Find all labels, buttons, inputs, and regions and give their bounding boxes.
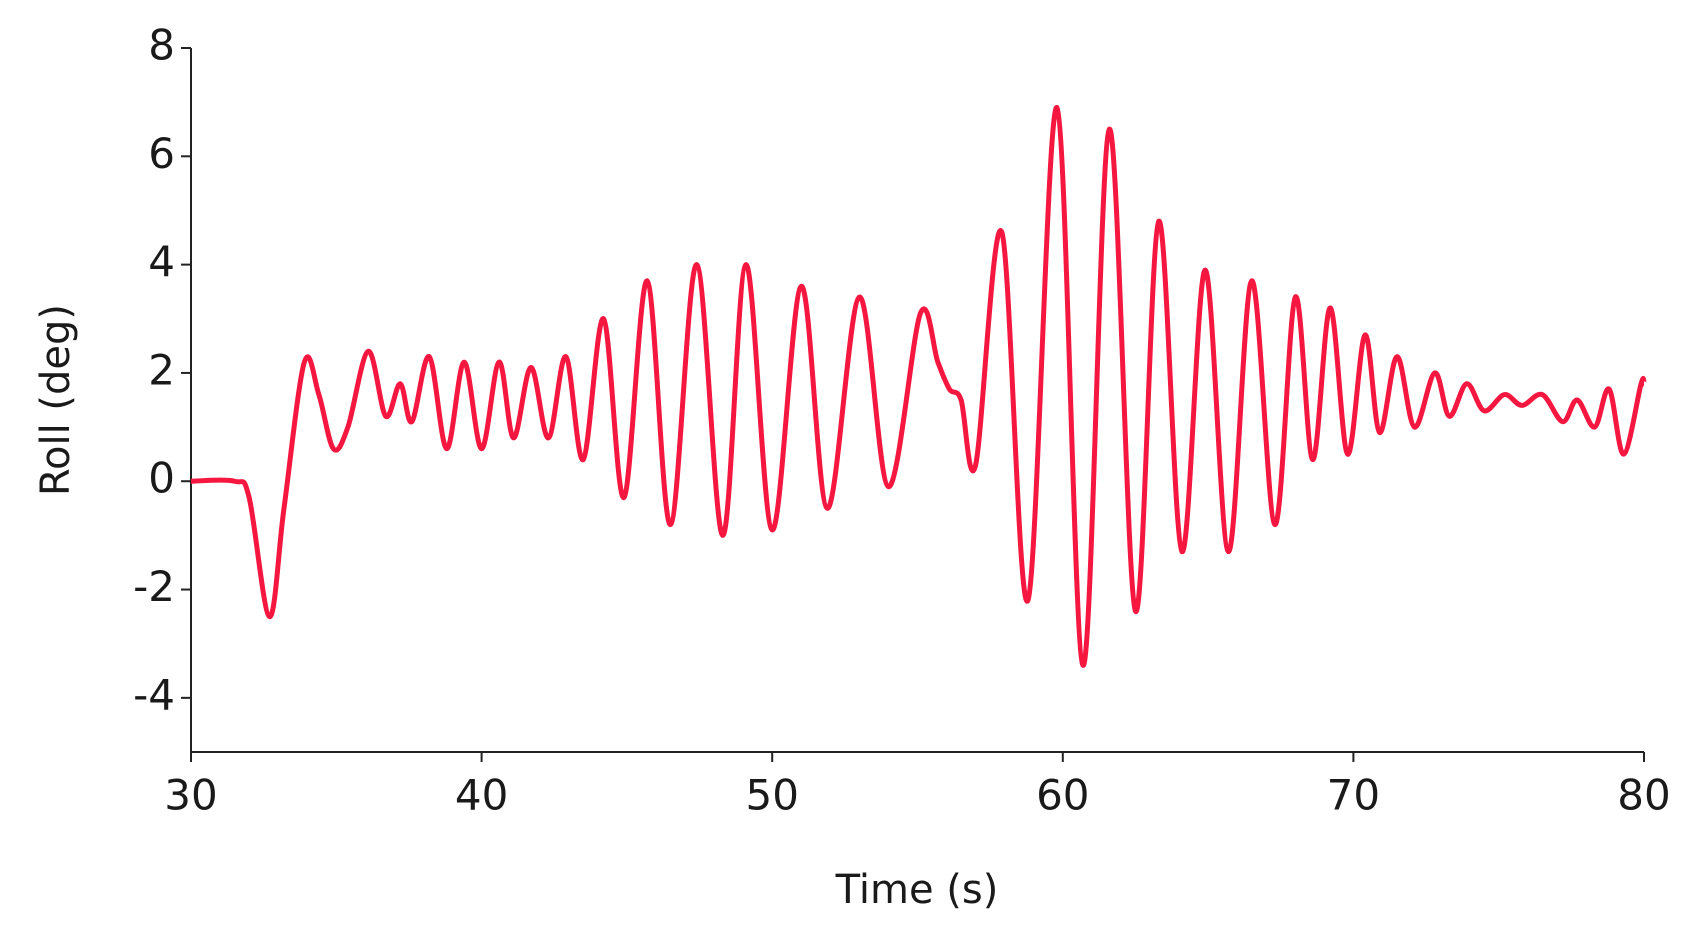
x-tick-label: 60 bbox=[1036, 771, 1089, 820]
y-tick-label: 2 bbox=[148, 345, 175, 394]
y-axis-title: Roll (deg) bbox=[33, 304, 79, 496]
roll-line bbox=[190, 105, 1647, 668]
y-tick-label: 8 bbox=[148, 21, 175, 70]
x-tick-label: 70 bbox=[1327, 771, 1380, 820]
y-tick-label: -2 bbox=[133, 562, 175, 611]
y-tick-label: 4 bbox=[148, 237, 175, 286]
x-tick-label: 80 bbox=[1617, 771, 1670, 820]
y-tick-label: 6 bbox=[148, 129, 175, 178]
x-tick-label: 40 bbox=[455, 771, 508, 820]
y-tick-label: 0 bbox=[148, 454, 175, 503]
x-tick-label: 30 bbox=[164, 771, 217, 820]
y-tick-label: -4 bbox=[133, 670, 175, 719]
x-axis-title: Time (s) bbox=[835, 867, 999, 913]
x-tick-label: 50 bbox=[745, 771, 798, 820]
